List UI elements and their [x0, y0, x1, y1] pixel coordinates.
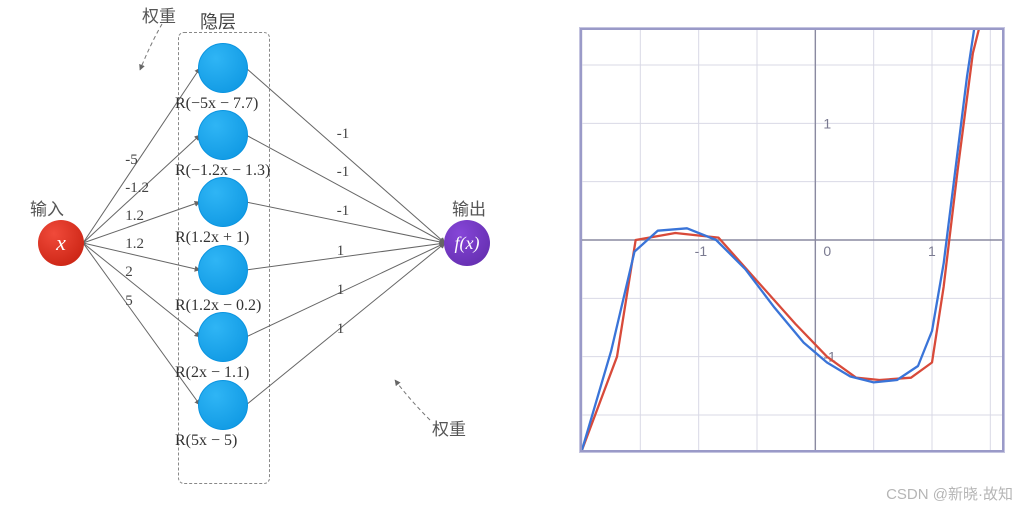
figure-root: 隐层 权重 权重 输入 输出 x f(x) R(−5x − 7.7)-5-1R(…	[0, 0, 1031, 514]
output-weight-label: 1	[337, 243, 345, 260]
output-symbol: f(x)	[455, 233, 480, 254]
input-weight-label: 1.2	[125, 236, 144, 253]
output-weight-label: -1	[337, 203, 350, 220]
hidden-node-expr: R(−5x − 7.7)	[175, 95, 258, 113]
hidden-node	[198, 245, 248, 295]
input-label: 输入	[30, 195, 64, 220]
svg-text:0: 0	[823, 243, 831, 259]
chart-svg: -11-110	[582, 30, 1002, 450]
function-chart: -11-110	[580, 28, 1004, 452]
output-weight-label: -1	[337, 126, 350, 143]
watermark: CSDN @新晓·故知	[886, 483, 1013, 504]
annotation-weight-top: 权重	[142, 2, 176, 27]
hidden-node	[198, 380, 248, 430]
svg-text:-1: -1	[695, 243, 708, 259]
output-weight-label: -1	[337, 164, 350, 181]
output-weight-label: 1	[337, 282, 345, 299]
output-node: f(x)	[444, 220, 490, 266]
output-label: 输出	[452, 195, 486, 220]
hidden-node	[198, 43, 248, 93]
annotation-weight-bottom: 权重	[432, 415, 466, 440]
hidden-node-expr: R(1.2x + 1)	[175, 229, 249, 247]
input-weight-label: 2	[125, 264, 133, 281]
hidden-node-expr: R(1.2x − 0.2)	[175, 297, 261, 315]
hidden-node-expr: R(−1.2x − 1.3)	[175, 162, 270, 180]
input-node: x	[38, 220, 84, 266]
hidden-node	[198, 312, 248, 362]
hidden-node	[198, 177, 248, 227]
svg-text:1: 1	[823, 115, 831, 131]
input-symbol: x	[56, 230, 66, 256]
hidden-node-expr: R(2x − 1.1)	[175, 364, 249, 382]
hidden-node-expr: R(5x − 5)	[175, 432, 237, 450]
output-weight-label: 1	[337, 321, 345, 338]
network-diagram: 隐层 权重 权重 输入 输出 x f(x) R(−5x − 7.7)-5-1R(…	[0, 0, 560, 514]
hidden-node	[198, 110, 248, 160]
svg-text:1: 1	[928, 243, 936, 259]
input-weight-label: 1.2	[125, 208, 144, 225]
input-weight-label: 5	[125, 293, 133, 310]
input-weight-label: -1.2	[125, 180, 149, 197]
input-weight-label: -5	[125, 152, 138, 169]
